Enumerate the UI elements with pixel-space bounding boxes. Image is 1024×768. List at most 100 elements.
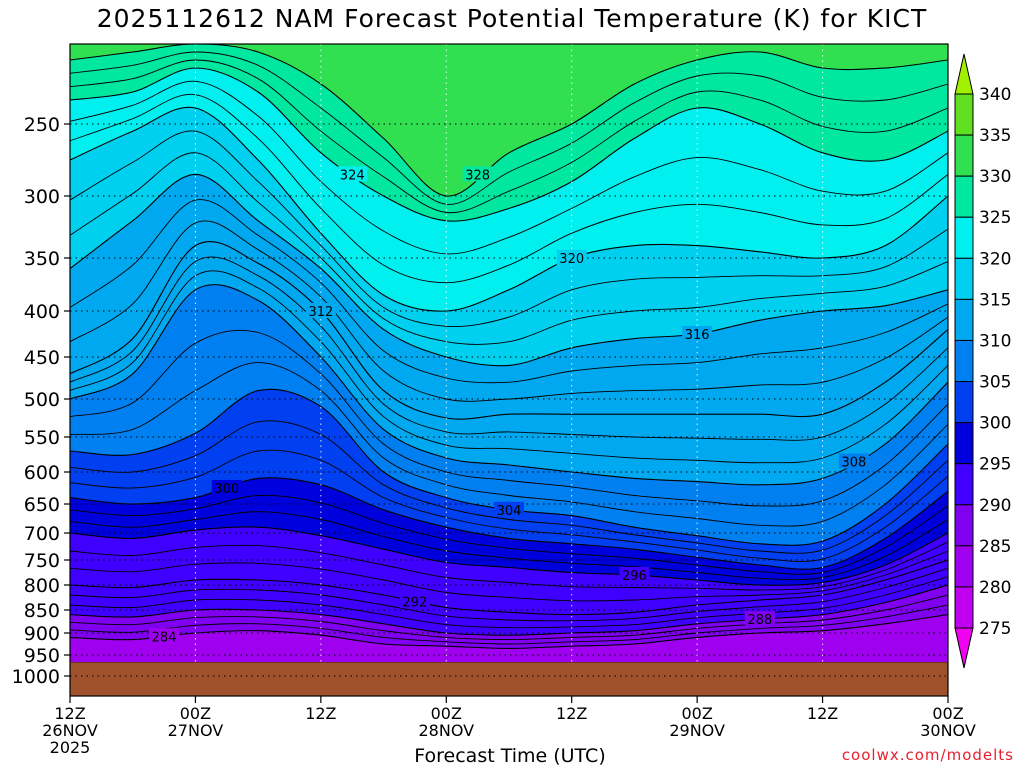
colorbar-block-11: [954, 175, 974, 218]
isentrope-label-bg-292: [399, 593, 430, 609]
isentrope-label-bg-308: [838, 453, 869, 469]
isentrope-minor-324-1: [70, 59, 948, 214]
isentrope-label-316: 316: [685, 328, 710, 343]
isentrope-label-288: 288: [747, 613, 772, 628]
y-tick-label-800: 800: [24, 575, 60, 597]
isentrope-labels: 284 288 292 296 300 304 308 312 316 320 324 328: [149, 166, 869, 645]
isentrope-label-bg-296: [619, 567, 650, 582]
isentrope-label-324: 324: [340, 168, 365, 183]
isentrope-328: [70, 44, 948, 197]
x-tick-label-48-1: 12Z: [556, 704, 587, 723]
isentrope-label-bg-328: [462, 166, 493, 182]
colorbar-label-300: 300: [979, 414, 1011, 434]
colorbar-block-3: [954, 504, 974, 547]
colorbar-label-310: 310: [979, 331, 1011, 351]
isentrope-label-bg-300: [211, 480, 242, 495]
x-tick-label-12-1: 00Z: [180, 704, 211, 723]
source-credit: coolwx.com/modelts: [841, 746, 1014, 764]
colorbar: 275 280 285 290 295 300 305 310 315 320 325 330 335 3…: [954, 53, 1011, 669]
y-tick-label-400: 400: [24, 301, 60, 323]
isentrope-minor-304-1: [70, 362, 948, 527]
isentrope-label-bg-288: [744, 611, 775, 627]
isentrope-284: [70, 614, 948, 649]
isentrope-minor-320-2: [70, 80, 948, 255]
ground-surface: [70, 662, 948, 696]
y-tick-label-450: 450: [24, 347, 60, 369]
colorbar-label-315: 315: [979, 290, 1011, 310]
isentrope-minor-296-1: [70, 511, 948, 581]
colorbar-block-6: [954, 381, 974, 424]
colorbar-block-5: [954, 422, 974, 465]
x-tick-label-0-3: 2025: [50, 738, 91, 757]
x-tick-label-12-2: 27NOV: [168, 721, 224, 740]
colorbar-label-285: 285: [979, 537, 1011, 557]
isentrope-label-320: 320: [559, 252, 584, 267]
colorbar-label-305: 305: [979, 373, 1011, 393]
isentrope-label-312: 312: [308, 305, 333, 320]
isentrope-288: [70, 584, 948, 636]
isentrope-label-304: 304: [497, 504, 522, 519]
isentrope-label-bg-312: [305, 303, 336, 318]
x-tick-label-60-1: 00Z: [681, 704, 712, 723]
pressure-axis: 2503003504004505005506006507007508008509…: [12, 114, 70, 688]
isentrope-minor-292-1: [70, 550, 948, 602]
colorbar-block-9: [954, 257, 974, 300]
isentrope-minor-284-1: [70, 604, 948, 645]
colorbar-label-335: 335: [979, 126, 1011, 146]
y-tick-label-950: 950: [24, 645, 60, 667]
isentrope-minor-308-2: [70, 256, 948, 441]
isentrope-label-328: 328: [465, 168, 490, 183]
colorbar-block-13: [954, 93, 974, 136]
isentrope-312: [70, 240, 948, 420]
x-axis-label: Forecast Time (UTC): [414, 745, 606, 767]
isentrope-minor-312-2: [70, 199, 948, 384]
isentrope-minor-292-2: [70, 541, 948, 591]
isentrope-label-284: 284: [152, 630, 177, 645]
isentrope-label-bg-304: [494, 501, 524, 517]
colorbar-label-320: 320: [979, 249, 1011, 269]
y-tick-label-850: 850: [24, 600, 60, 622]
y-tick-label-250: 250: [24, 114, 60, 136]
isentrope-minor-320-1: [70, 93, 948, 284]
colorbar-block-12: [954, 134, 974, 177]
x-tick-label-60-2: 29NOV: [669, 721, 725, 740]
colorbar-block-4: [954, 463, 974, 506]
x-tick-label-36-1: 00Z: [431, 704, 462, 723]
isentrope-label-292: 292: [403, 595, 428, 610]
isentrope-minor-316-1: [70, 152, 948, 345]
isentrope-label-bg-320: [556, 250, 587, 265]
colorbar-block-8: [954, 298, 974, 341]
x-tick-label-84-2: 30NOV: [920, 721, 976, 740]
colorbar-block-7: [954, 339, 974, 383]
isentrope-minor-300-2: [70, 420, 948, 554]
y-tick-label-1000: 1000: [12, 666, 60, 688]
y-tick-label-700: 700: [24, 523, 60, 545]
ground-fill: [70, 662, 948, 696]
isentrope-320: [70, 106, 948, 312]
x-tick-label-36-2: 28NOV: [418, 721, 474, 740]
colorbar-block-1: [954, 586, 974, 629]
x-tick-label-0-1: 12Z: [54, 704, 85, 723]
isentrope-minor-316-2: [70, 130, 948, 328]
isentrope-label-296: 296: [622, 569, 647, 584]
x-tick-label-24-1: 12Z: [305, 704, 336, 723]
isentrope-label-308: 308: [842, 456, 867, 471]
isentrope-minor-308-1: [70, 270, 948, 464]
dotted-grid: [69, 44, 949, 696]
isentrope-minor-312-1: [70, 220, 948, 402]
colorbar-label-295: 295: [979, 455, 1011, 475]
colorbar-label-290: 290: [979, 496, 1011, 516]
isentrope-label-bg-284: [149, 628, 180, 644]
plot-frame: [69, 43, 949, 697]
isentrope-minor-304-2: [70, 329, 948, 507]
y-tick-label-350: 350: [24, 248, 60, 270]
isentrope-minor-296-2: [70, 494, 948, 575]
isentrope-minor-284-2: [70, 594, 948, 641]
isentrope-316: [70, 173, 948, 367]
isentrope-label-300: 300: [214, 482, 239, 497]
y-tick-label-750: 750: [24, 550, 60, 572]
colorbar-label-325: 325: [979, 208, 1011, 228]
isentrope-296: [70, 526, 948, 586]
